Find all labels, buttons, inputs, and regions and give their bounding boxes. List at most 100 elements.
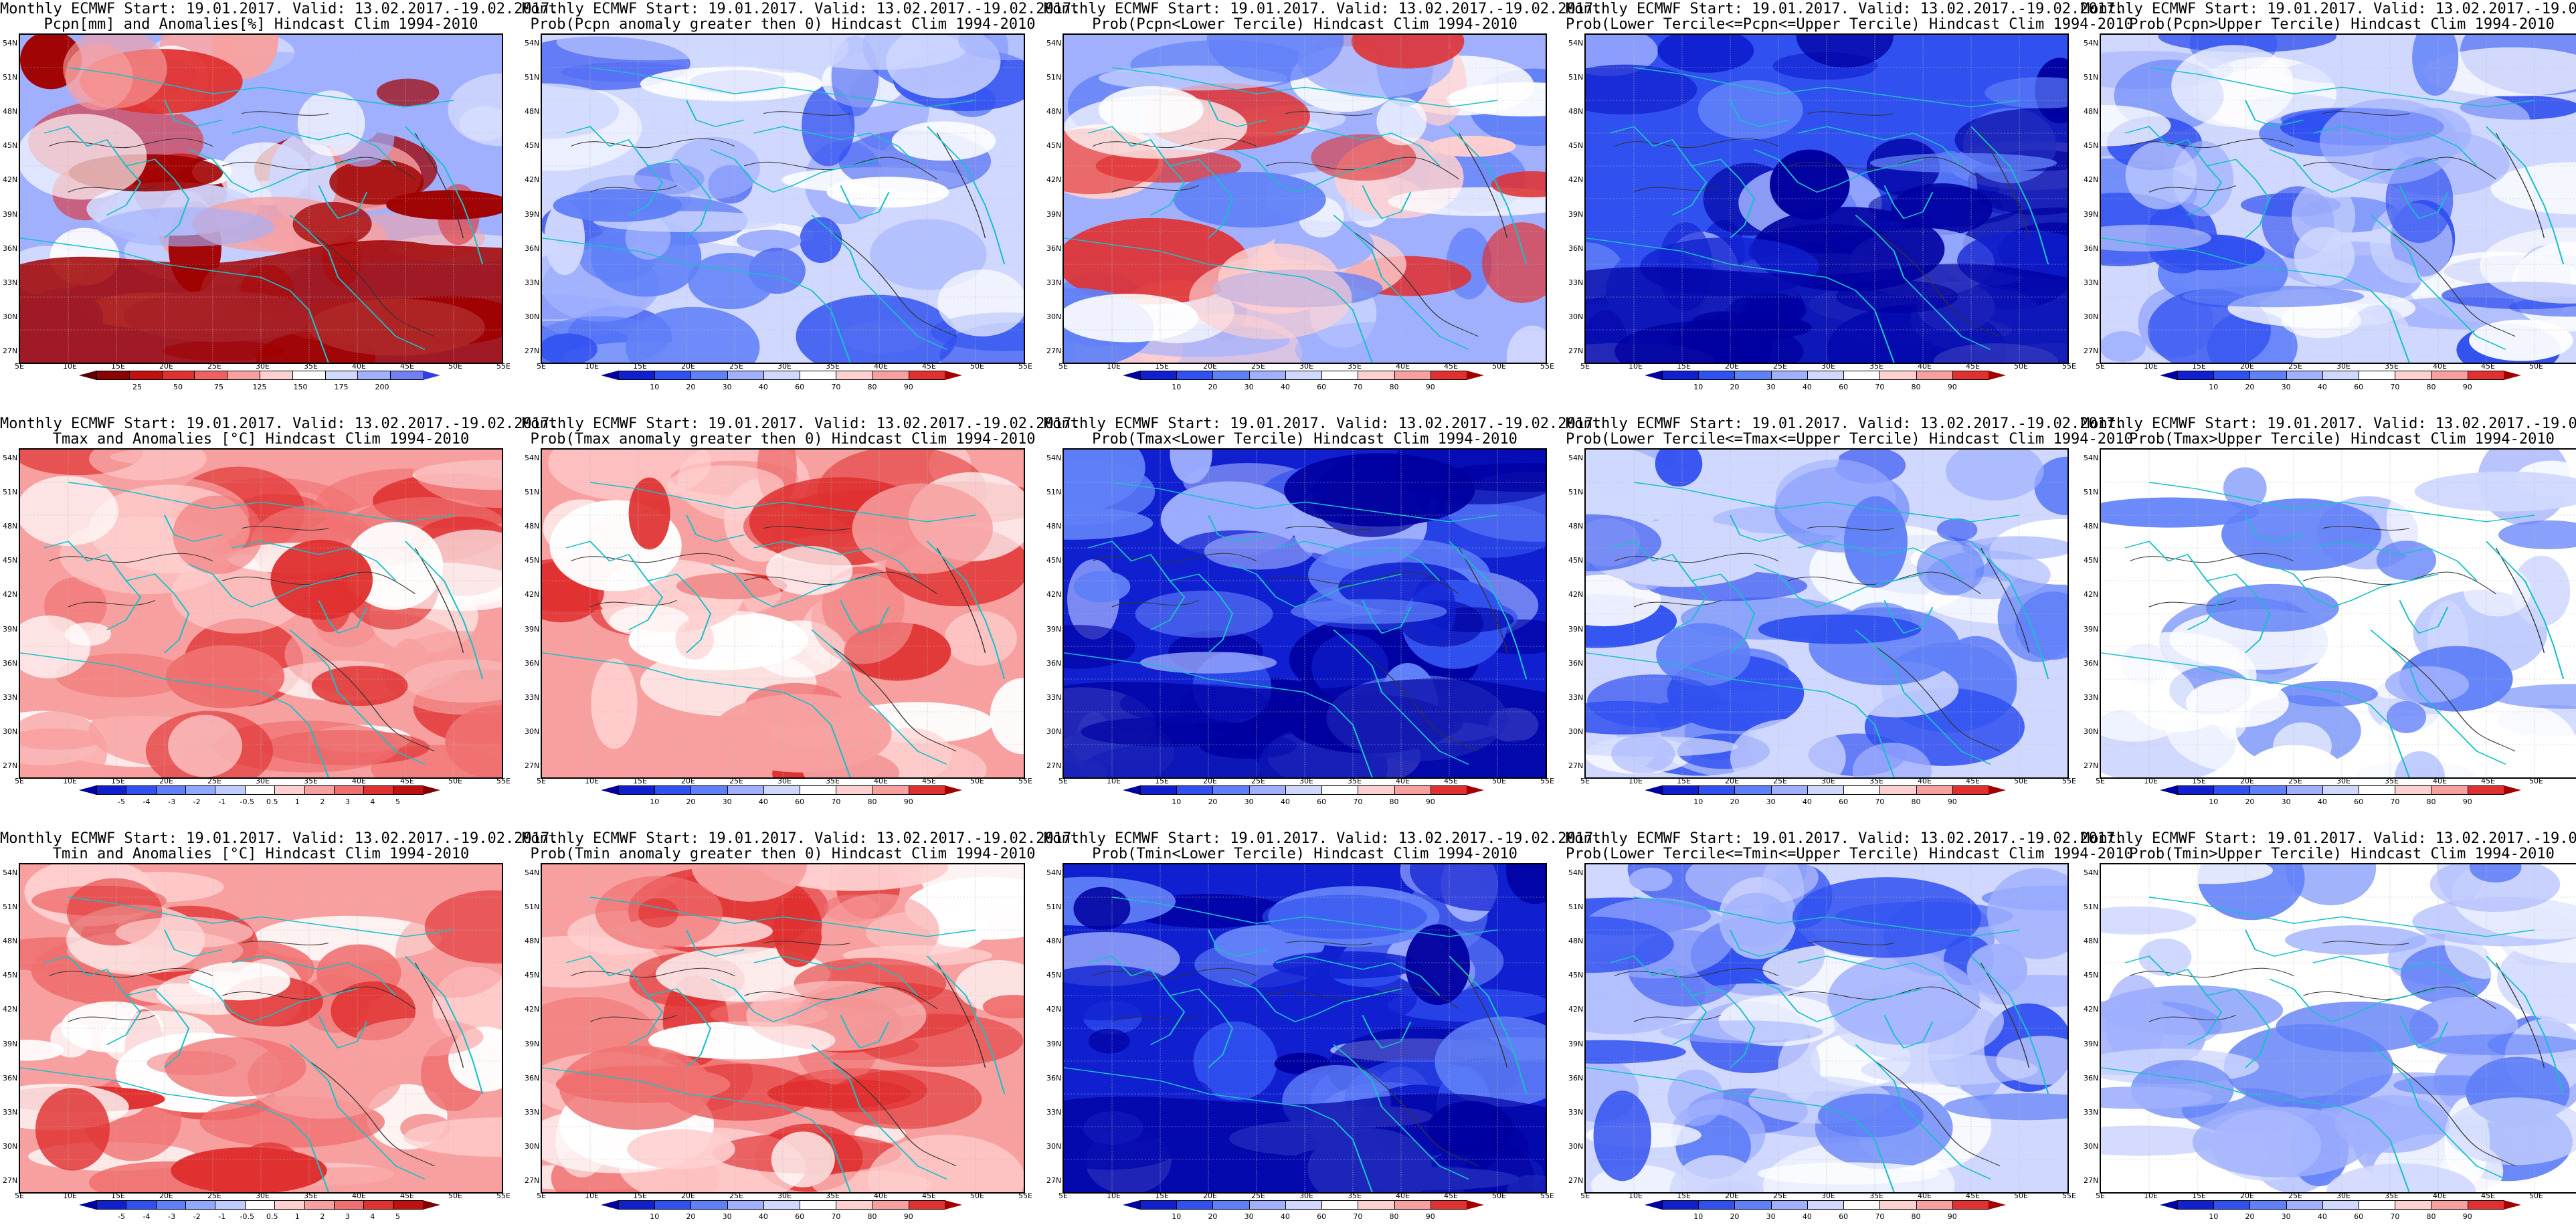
colorbar-swatch [1140,785,1178,795]
latitude-label: 30N [525,312,540,321]
map-panel: Monthly ECMWF Start: 19.01.2017. Valid: … [2081,415,2576,816]
coastline [2101,1067,2410,1192]
latitude-label: 48N [3,937,18,946]
colorbar-swatch [836,1200,873,1210]
colorbar-swatch [2213,371,2251,380]
graticule [542,450,1024,777]
longitude-label: 40E [352,362,366,371]
coastline [20,1067,329,1192]
colorbar-label: 70 [2390,1212,2400,1221]
colorbar-label: 40 [1280,797,1290,806]
colorbar-swatch [727,785,764,795]
panel-title-line1: Monthly ECMWF Start: 19.01.2017. Valid: … [1044,415,1602,432]
colorbar-swatch [274,785,305,795]
field-blob [1985,77,2067,109]
colorbar-label: 10 [650,797,660,806]
latitude-label: 51N [525,73,540,82]
colorbar-swatch [2249,785,2287,795]
colorbar-label: 20 [686,797,696,806]
isoline [1458,132,1508,238]
coastlines [2101,67,2565,363]
isoline [308,646,435,752]
isoline [1874,1060,2001,1167]
colorbar-label: 30 [1244,1212,1254,1221]
longitude-label: 5E [2096,1192,2105,1200]
graticule [1586,450,2067,777]
longitude-label: 30E [1299,362,1313,371]
field-blob [2361,973,2401,1001]
longitude-label: 50E [448,362,462,371]
colorbar-swatch [292,371,326,380]
field-blob [773,893,823,967]
colorbar-swatch [96,1200,127,1210]
colorbar-label: 10 [1172,797,1182,806]
coastline [2399,1015,2449,1049]
colorbar-label: 30 [2281,1212,2291,1221]
isoline [830,646,957,752]
coastlines [542,67,1006,363]
isoline [1111,1014,1199,1022]
isoline [2322,111,2410,116]
coastline [126,159,190,239]
colorbar-swatch [244,785,276,795]
longitude-label: 35E [1348,777,1362,785]
latitude-label: 39N [1568,209,1584,219]
coastlines [2101,896,2565,1192]
latitude-label: 51N [2084,903,2099,912]
coastline [1362,1015,1412,1049]
colorbar: 10 20 30 40 60 70 80 90 [1123,1200,1484,1221]
colorbar-label: 5 [395,1212,400,1221]
isoline [1807,526,1895,531]
coastline [2148,67,2535,108]
coastlines [1586,482,2049,777]
colorbar-swatch [1843,785,1881,795]
field-blob [1064,95,1248,159]
colorbar-swatch [1807,785,1845,795]
colorbar: 10 20 30 40 60 70 80 90 [2160,1200,2521,1221]
isoline [48,553,213,563]
colorbar-label: 50 [173,383,183,391]
field-blob [2423,47,2576,97]
coastline [188,149,358,193]
latitude-label: 42N [525,590,540,599]
colorbar-label: 5 [395,797,400,806]
latitude-label: 39N [3,1039,18,1048]
isoline [570,138,735,149]
colorbar-swatch [1662,1200,1699,1210]
colorbar-max-arrow [945,785,962,795]
coastline [2148,896,2535,937]
latitude-label: 39N [3,624,18,634]
isoline [1980,132,2030,238]
latitude-label: 36N [525,244,540,253]
field-blob [270,539,373,620]
colorbar-swatch [155,785,187,795]
map-panel: Monthly ECMWF Start: 19.01.2017. Valid: … [1566,830,2133,1231]
colorbar-swatch [1249,1200,1286,1210]
latitude-label: 51N [1568,73,1584,82]
panel-title-line1: Monthly ECMWF Start: 19.01.2017. Valid: … [2081,415,2576,432]
panel-title-line1: Monthly ECMWF Start: 19.01.2017. Valid: … [1566,1,2124,17]
latitude-label: 27N [3,1176,18,1185]
isoline [2495,132,2545,238]
field-blob [2376,541,2437,581]
coastline [1855,1044,1991,1180]
latitude-label: 36N [3,1073,18,1082]
panel-title-line2: Pcpn[mm] and Anomalies[%] Hindcast Clim … [43,16,478,33]
field-blob [638,898,678,928]
longitude-label: 40E [352,1192,366,1200]
isoline [1111,185,1199,193]
colorbar-swatch [2395,1200,2432,1210]
isoline [2148,1014,2236,1022]
colorbar-label: 60 [2354,1212,2364,1221]
colorbar-label: 3 [345,1212,350,1221]
longitude-label: 10E [1629,362,1643,371]
colorbar-label: -4 [143,797,151,806]
field-blob [173,495,263,575]
colorbar-swatch [1916,785,1953,795]
field-blob [2490,162,2576,215]
colorbar-label: 60 [1839,797,1849,806]
colorbar-swatch [126,1200,157,1210]
isoline [1807,941,1895,945]
isoline [1092,553,1257,563]
colorbar-swatch [654,785,692,795]
